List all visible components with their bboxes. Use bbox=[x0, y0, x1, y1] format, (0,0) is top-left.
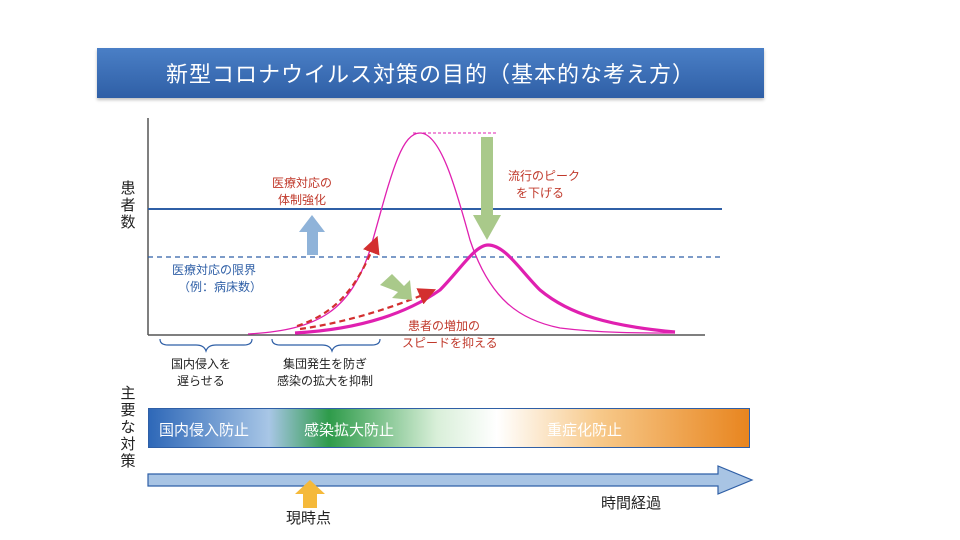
timeline-arrow bbox=[147, 465, 754, 495]
now-label: 現時点 bbox=[286, 509, 332, 527]
band-item-prevent-spread: 感染拡大防止 bbox=[304, 421, 395, 439]
patients-axis-label: 患者数 bbox=[120, 179, 136, 231]
slide-title: 新型コロナウイルス対策の目的（基本的な考え方） bbox=[165, 63, 695, 88]
reduce-speed-arrow bbox=[380, 274, 412, 300]
delay-entry-label: 国内侵入を 遅らせる bbox=[171, 357, 232, 388]
time-elapsed-label: 時間経過 bbox=[601, 494, 662, 512]
strengthen-arrow bbox=[299, 215, 325, 255]
reduce-speed-label: 患者の増加の スピードを抑える bbox=[402, 319, 498, 350]
fast-growth-arrow bbox=[296, 235, 380, 328]
measures-band: 国内侵入防止 感染拡大防止 重症化防止 bbox=[148, 408, 750, 448]
cluster-brace bbox=[271, 338, 381, 353]
flattened-curve bbox=[294, 243, 676, 335]
delay-brace bbox=[159, 338, 253, 353]
band-item-prevent-severe: 重症化防止 bbox=[547, 421, 623, 439]
lower-peak-arrow bbox=[473, 137, 501, 240]
main-measures-label: 主要な対策 bbox=[120, 384, 136, 470]
now-arrow bbox=[295, 480, 325, 508]
capacity-limit-label: 医療対応の限界 （例：病床数） bbox=[172, 263, 263, 294]
strengthen-label: 医療対応の 体制強化 bbox=[272, 176, 333, 207]
lower-peak-label: 流行のピーク を下げる bbox=[508, 169, 581, 200]
title-bar: 新型コロナウイルス対策の目的（基本的な考え方） bbox=[97, 48, 764, 98]
slow-growth-arrow bbox=[299, 288, 437, 331]
cluster-prevention-label: 集団発生を防ぎ 感染の拡大を抑制 bbox=[277, 357, 374, 388]
band-item-prevent-entry: 国内侵入防止 bbox=[159, 421, 250, 439]
